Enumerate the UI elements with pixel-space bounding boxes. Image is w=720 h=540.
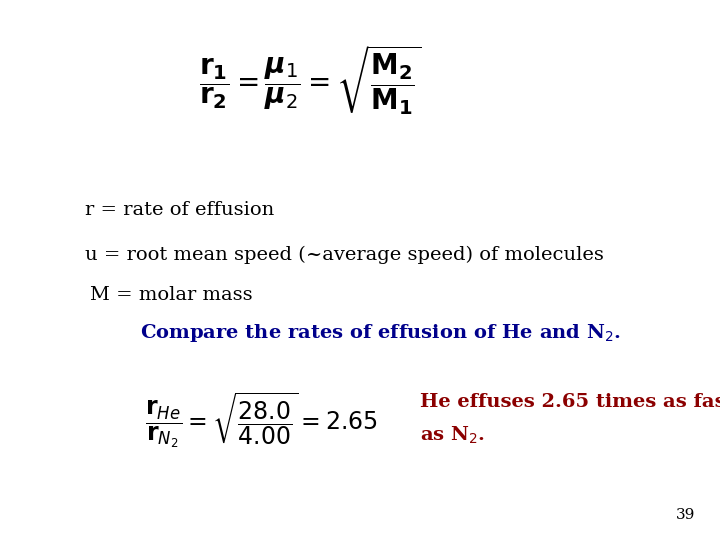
Text: as N$_2$.: as N$_2$. <box>420 424 485 445</box>
Text: r = rate of effusion: r = rate of effusion <box>85 201 274 219</box>
Text: He effuses 2.65 times as fast: He effuses 2.65 times as fast <box>420 393 720 411</box>
Text: $\dfrac{\mathbf{r_1}}{\mathbf{r_2}} = \dfrac{\boldsymbol{\mu}_1}{\boldsymbol{\mu: $\dfrac{\mathbf{r_1}}{\mathbf{r_2}} = \d… <box>199 43 421 117</box>
Text: $\dfrac{\mathbf{r}_{He}}{\mathbf{r}_{N_2}} = \sqrt{\dfrac{28.0}{4.00}} = 2.65$: $\dfrac{\mathbf{r}_{He}}{\mathbf{r}_{N_2… <box>145 390 378 450</box>
Text: u = root mean speed (~average speed) of molecules: u = root mean speed (~average speed) of … <box>85 246 604 264</box>
Text: Compare the rates of effusion of He and N$_2$.: Compare the rates of effusion of He and … <box>140 322 621 344</box>
Text: M = molar mass: M = molar mass <box>90 286 253 304</box>
Text: 39: 39 <box>675 508 695 522</box>
